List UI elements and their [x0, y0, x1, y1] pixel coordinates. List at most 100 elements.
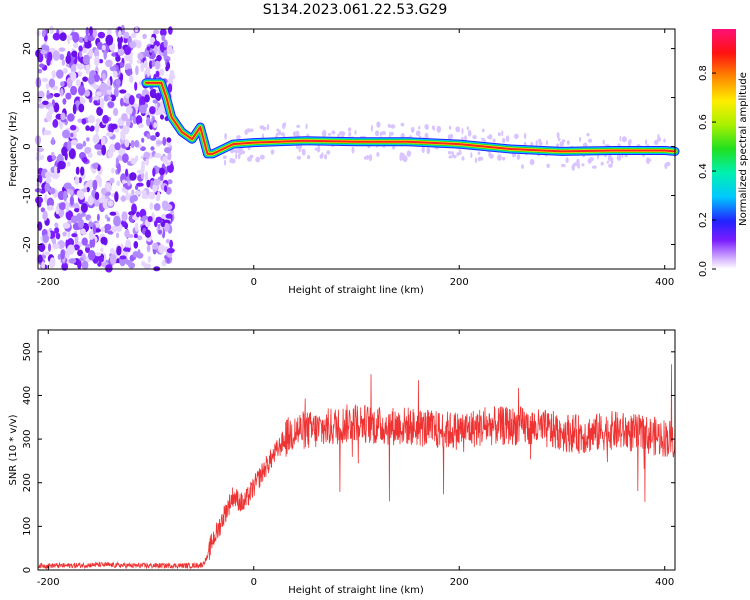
spectrogram-noise-cell	[82, 54, 90, 65]
spectrogram-speckle	[545, 140, 549, 146]
spectrogram-noise-cell	[123, 46, 132, 55]
spectrogram-speckle	[415, 130, 421, 137]
spectrogram-noise-cell	[124, 229, 130, 238]
spectrogram-noise-cell	[110, 247, 115, 255]
spectrogram-noise-cell	[114, 142, 121, 151]
spectrogram-noise-cell	[81, 157, 88, 163]
spectrogram-noise-cell	[125, 118, 131, 127]
y-tick-label: 0	[22, 567, 33, 573]
spectrogram-noise-cell	[100, 247, 104, 253]
spectrogram-noise-cell	[164, 203, 173, 211]
spectrogram-speckle	[339, 131, 343, 135]
spectrogram-noise-cell	[100, 236, 107, 245]
spectrogram-noise-cell	[74, 176, 80, 185]
spectrogram-noise-cell	[140, 146, 146, 152]
spectrogram-noise-cell	[100, 226, 105, 233]
spectrogram-speckle	[461, 127, 464, 135]
spectrogram-noise-cell	[59, 53, 65, 61]
spectrogram-speckle	[426, 147, 431, 155]
spectrogram-noise-cell	[165, 161, 171, 166]
spectrogram-speckle	[307, 154, 311, 160]
spectrogram-noise-cell	[107, 230, 114, 235]
spectrogram-noise-cell	[52, 50, 61, 61]
spectrogram-noise-cell	[135, 40, 142, 49]
spectrogram-noise-cell	[101, 144, 107, 156]
spectrogram-frame	[37, 28, 676, 270]
spectrogram-noise-cell	[77, 85, 86, 96]
spectrogram-speckle	[559, 141, 565, 147]
spectrogram-speckle	[381, 131, 386, 136]
spectrogram-noise-cell	[150, 146, 155, 151]
spectrogram-noise-cell	[155, 70, 160, 78]
spectrogram-speckle	[464, 135, 468, 142]
spectrogram-noise-cell	[144, 94, 150, 103]
spectrogram-speckle	[321, 129, 327, 137]
spectrogram-speckle	[621, 154, 624, 158]
x-tick-label: 200	[450, 577, 469, 588]
spectrogram-speckle	[621, 136, 627, 143]
spectrogram-noise-cell	[105, 59, 113, 68]
spectrogram-speckle	[587, 158, 592, 164]
spectrogram-speckle	[249, 154, 254, 159]
colorbar: 0.0 0.2 0.4 0.6 0.8 Normalized spectral ampl…	[698, 29, 749, 277]
spectrogram-noise-cell	[128, 211, 136, 216]
spectrogram-noise-cell	[169, 239, 174, 249]
spectrogram-speckle	[410, 126, 415, 133]
spectrogram-noise-cell	[85, 246, 90, 253]
spectrogram-noise-cell	[89, 26, 93, 36]
spectrogram-noise-cell	[51, 137, 55, 146]
spectrogram-noise-cell	[47, 205, 54, 211]
x-tick-label: 0	[251, 577, 257, 588]
spectrogram-noise-cell	[52, 119, 59, 128]
spectrogram-noise-cell	[94, 48, 100, 59]
spectrogram-noise-cell	[66, 77, 73, 88]
spectrogram-speckle	[646, 158, 652, 162]
spectrogram-noise-cell	[44, 182, 51, 192]
spectrogram-speckle	[452, 154, 457, 159]
spectrogram-noise-cell	[155, 60, 161, 70]
spectrogram-noise-cell	[141, 160, 146, 167]
spectrogram-noise-cell	[38, 95, 42, 103]
spectrogram-noise-cell	[134, 190, 142, 195]
spectrogram-noise-cell	[78, 103, 85, 113]
spectrogram-noise-cell	[123, 31, 130, 39]
spectrogram-noise-cell	[80, 228, 86, 235]
spectrogram-speckle	[470, 152, 473, 159]
spectrogram-speckle	[319, 154, 323, 159]
spectrogram-noise-cell	[107, 150, 114, 158]
spectrogram-speckle	[556, 132, 560, 139]
spectrogram-speckle	[600, 161, 604, 166]
spectrogram-panel: -200 0 200 400 -20 -10 0 10 20 Height of straig…	[8, 24, 680, 296]
y-tick-label: 0	[22, 143, 33, 149]
spectrogram-speckle	[389, 131, 391, 139]
y-tick-label: 100	[22, 517, 33, 536]
spectrogram-noise-cell	[121, 113, 128, 122]
spectrogram-noise-cell	[70, 215, 79, 224]
spectrogram-speckle	[645, 139, 648, 146]
spectrogram-noise-cell	[107, 101, 114, 108]
spectrogram-noise-cell	[40, 50, 48, 55]
spectrogram-noise-cell	[47, 243, 52, 252]
spectrogram-noise-cell	[52, 32, 61, 41]
spectrogram-noise-cell	[62, 98, 67, 105]
spectrogram-speckle	[366, 155, 369, 160]
spectrogram-noise-cell	[62, 129, 70, 139]
spectrogram-speckle	[229, 158, 234, 164]
spectrogram-noise-cell	[54, 227, 60, 234]
spectrogram-noise-cell	[141, 260, 146, 267]
spectrogram-noise-cell	[146, 179, 151, 188]
spectrogram-noise-cell	[85, 125, 90, 131]
spectrogram-noise-cell	[125, 239, 131, 251]
spectrogram-noise-cell	[145, 158, 149, 166]
spectrogram-noise-cell	[161, 34, 166, 42]
spectrogram-noise-cell	[158, 167, 166, 176]
spectrogram-speckle	[664, 162, 668, 170]
spectrogram-speckle	[402, 155, 408, 163]
spectrogram-noise-cell	[87, 114, 96, 124]
spectrogram-speckle	[546, 163, 550, 168]
spectrogram-noise-cell	[86, 137, 90, 142]
spectrogram-noise-cell	[106, 217, 111, 222]
spectrogram-noise-cell	[101, 44, 106, 51]
spectrogram-noise-cell	[115, 78, 121, 86]
spectrogram-noise-cell	[95, 91, 102, 97]
